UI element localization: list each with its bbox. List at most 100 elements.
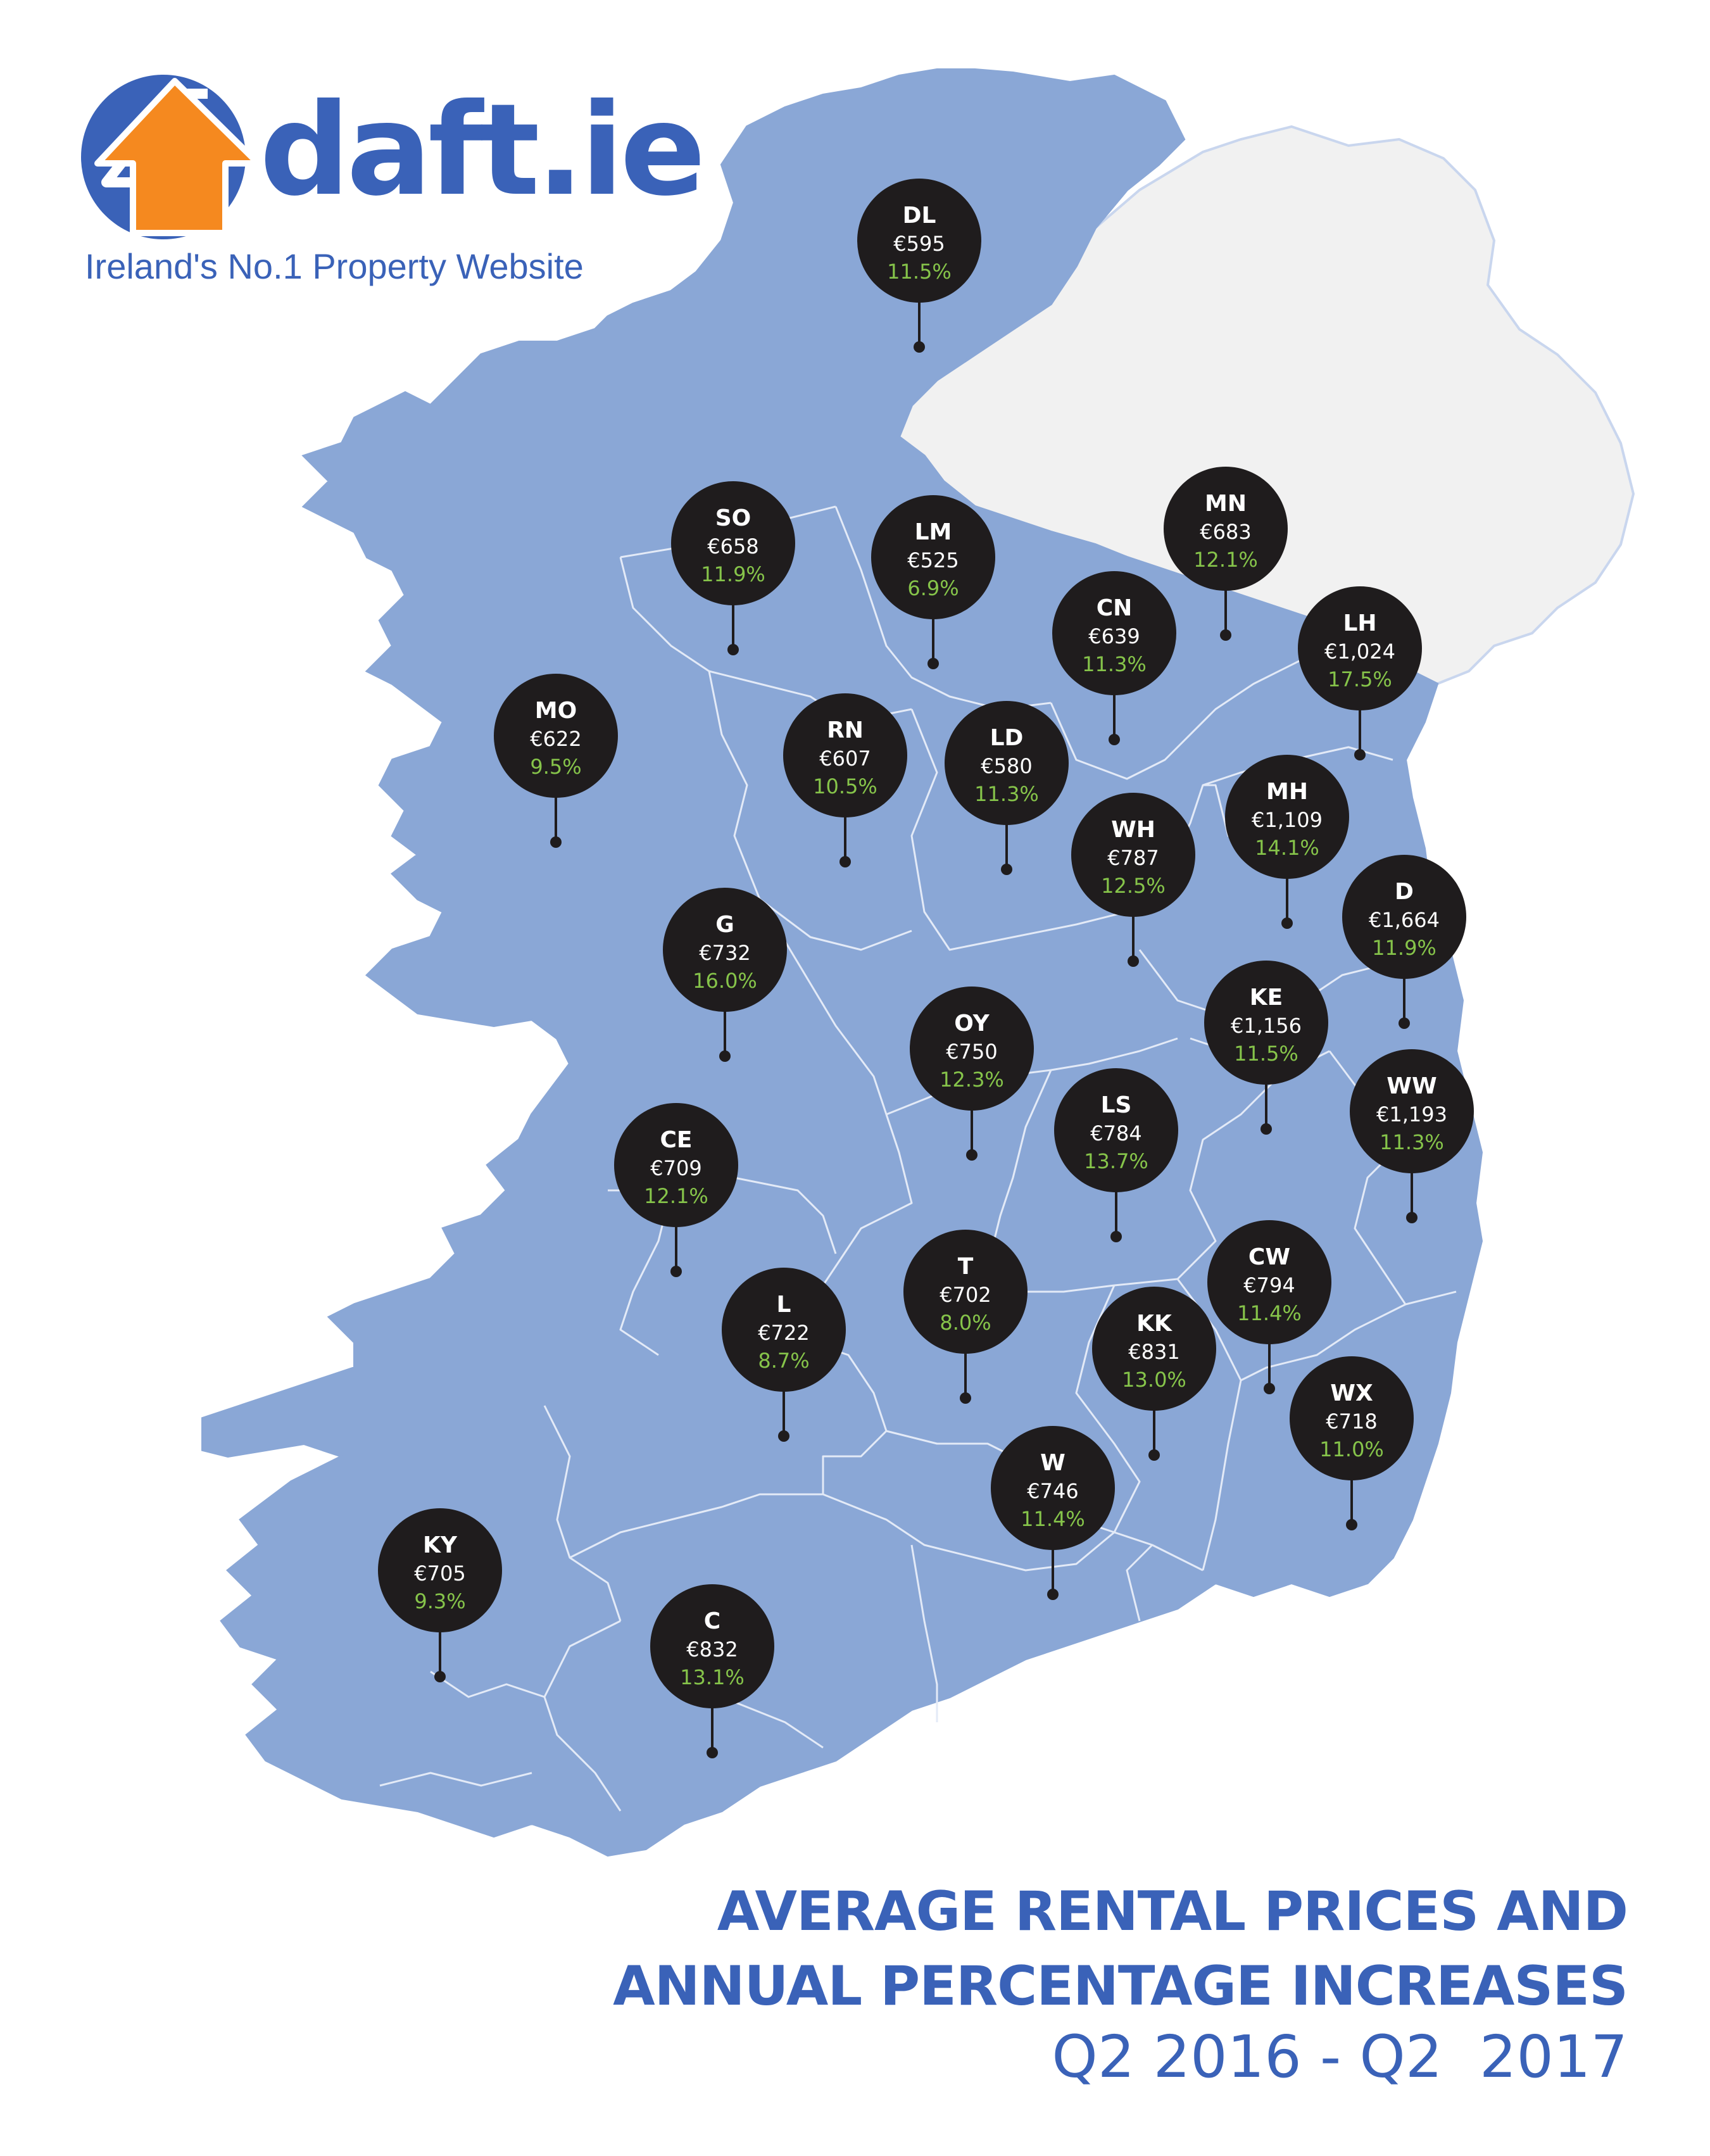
county-rent-price: €831 bbox=[1128, 1340, 1179, 1364]
county-percent-change: 11.9% bbox=[1372, 936, 1437, 960]
county-pin-ww: WW €1,193 11.3% bbox=[1350, 1049, 1474, 1223]
county-code: LS bbox=[1101, 1092, 1132, 1118]
county-percent-change: 6.9% bbox=[907, 576, 959, 600]
pin-bubble bbox=[378, 1508, 502, 1632]
county-pin-c: C €832 13.1% bbox=[650, 1584, 774, 1758]
pin-location-dot bbox=[1001, 864, 1012, 875]
county-pin-dl: DL €595 11.5% bbox=[857, 179, 981, 353]
pin-bubble bbox=[903, 1230, 1028, 1354]
pin-location-dot bbox=[839, 856, 851, 867]
county-pin-ke: KE €1,156 11.5% bbox=[1204, 961, 1328, 1135]
brand-logo: daft.ie Ireland's No.1 Property Website bbox=[81, 75, 706, 303]
county-rent-price: €702 bbox=[940, 1283, 991, 1307]
county-rent-price: €722 bbox=[758, 1321, 809, 1345]
pin-location-dot bbox=[670, 1266, 682, 1277]
pin-location-dot bbox=[1109, 734, 1120, 745]
pin-location-dot bbox=[1354, 749, 1366, 760]
county-code: KK bbox=[1136, 1311, 1172, 1337]
county-code: LD bbox=[990, 725, 1024, 751]
county-pin-g: G €732 16.0% bbox=[663, 888, 787, 1062]
county-code: LH bbox=[1343, 610, 1376, 636]
county-rent-price: €784 bbox=[1090, 1121, 1141, 1145]
county-rent-price: €787 bbox=[1107, 846, 1159, 870]
pin-location-dot bbox=[914, 341, 925, 353]
county-pin-t: T €702 8.0% bbox=[903, 1230, 1028, 1404]
county-percent-change: 11.3% bbox=[1082, 652, 1147, 676]
pin-bubble bbox=[1225, 755, 1349, 879]
county-percent-change: 11.3% bbox=[974, 782, 1039, 806]
county-rent-price: €595 bbox=[893, 232, 945, 256]
county-code: WX bbox=[1330, 1380, 1373, 1406]
county-code: CE bbox=[660, 1127, 692, 1153]
county-rent-price: €718 bbox=[1326, 1409, 1377, 1434]
county-code: CW bbox=[1248, 1244, 1290, 1270]
pin-bubble bbox=[1207, 1220, 1331, 1344]
pin-bubble bbox=[991, 1426, 1115, 1550]
county-percent-change: 8.7% bbox=[758, 1349, 809, 1373]
county-pin-l: L €722 8.7% bbox=[722, 1268, 846, 1442]
county-rent-price: €607 bbox=[819, 747, 871, 771]
pin-bubble bbox=[671, 481, 795, 605]
county-code: DL bbox=[903, 203, 936, 229]
county-percent-change: 11.5% bbox=[887, 260, 952, 284]
pin-location-dot bbox=[727, 644, 739, 655]
pin-bubble bbox=[945, 701, 1069, 825]
county-pin-mh: MH €1,109 14.1% bbox=[1225, 755, 1349, 929]
county-pin-mo: MO €622 9.5% bbox=[494, 674, 618, 848]
county-pin-ld: LD €580 11.3% bbox=[945, 701, 1069, 875]
county-rent-price: €709 bbox=[650, 1156, 701, 1180]
pin-bubble bbox=[1164, 467, 1288, 591]
county-code: MH bbox=[1266, 779, 1308, 805]
county-rent-price: €1,024 bbox=[1324, 640, 1395, 664]
pin-bubble bbox=[783, 693, 907, 817]
county-percent-change: 14.1% bbox=[1255, 836, 1319, 860]
county-pin-d: D €1,664 11.9% bbox=[1342, 855, 1466, 1029]
county-percent-change: 12.1% bbox=[1193, 548, 1258, 572]
map-title: AVERAGE RENTAL PRICES AND ANNUAL PERCENT… bbox=[613, 1874, 1628, 2024]
county-pin-cw: CW €794 11.4% bbox=[1207, 1220, 1331, 1394]
county-rent-price: €1,193 bbox=[1376, 1102, 1447, 1126]
county-code: OY bbox=[954, 1011, 990, 1037]
pin-location-dot bbox=[550, 836, 562, 848]
pin-bubble bbox=[722, 1268, 846, 1392]
county-rent-price: €732 bbox=[699, 941, 750, 965]
daft-logo-icon bbox=[81, 75, 261, 239]
pin-location-dot bbox=[1110, 1231, 1122, 1242]
county-percent-change: 12.3% bbox=[940, 1068, 1004, 1092]
county-code: MN bbox=[1205, 491, 1247, 517]
pin-bubble bbox=[1298, 586, 1422, 710]
county-percent-change: 11.0% bbox=[1319, 1437, 1384, 1461]
county-code: LM bbox=[915, 519, 952, 545]
county-percent-change: 12.1% bbox=[644, 1184, 708, 1208]
map-title-line-2: ANNUAL PERCENTAGE INCREASES bbox=[613, 1955, 1628, 2018]
county-pin-ky: KY €705 9.3% bbox=[378, 1508, 502, 1682]
county-percent-change: 11.3% bbox=[1380, 1130, 1444, 1154]
county-pin-wx: WX €718 11.0% bbox=[1290, 1356, 1414, 1530]
pin-bubble bbox=[494, 674, 618, 798]
pin-location-dot bbox=[1148, 1449, 1160, 1461]
county-rent-price: €794 bbox=[1243, 1273, 1295, 1297]
pin-location-dot bbox=[434, 1671, 446, 1682]
pin-location-dot bbox=[1264, 1383, 1275, 1394]
county-rent-price: €1,109 bbox=[1252, 808, 1323, 832]
county-code: C bbox=[704, 1608, 720, 1634]
county-code: L bbox=[777, 1292, 791, 1318]
county-rent-price: €525 bbox=[907, 548, 959, 572]
pin-location-dot bbox=[1346, 1519, 1357, 1530]
county-percent-change: 12.5% bbox=[1101, 874, 1166, 898]
pin-bubble bbox=[857, 179, 981, 303]
county-percent-change: 17.5% bbox=[1328, 667, 1392, 691]
county-code: CN bbox=[1097, 595, 1133, 621]
brand-tagline: Ireland's No.1 Property Website bbox=[85, 246, 584, 286]
map-title-line-1: AVERAGE RENTAL PRICES AND bbox=[717, 1880, 1628, 1943]
county-code: D bbox=[1395, 879, 1414, 905]
county-percent-change: 11.4% bbox=[1237, 1301, 1302, 1325]
pin-bubble bbox=[1092, 1287, 1216, 1411]
county-rent-price: €1,156 bbox=[1231, 1014, 1302, 1038]
county-percent-change: 13.7% bbox=[1084, 1149, 1148, 1173]
pin-location-dot bbox=[1128, 955, 1139, 967]
pin-location-dot bbox=[927, 658, 939, 669]
county-pin-mn: MN €683 12.1% bbox=[1164, 467, 1288, 641]
county-pins: DL€59511.5%SO€65811.9%LM€5256.9%MN€68312… bbox=[378, 179, 1474, 1758]
